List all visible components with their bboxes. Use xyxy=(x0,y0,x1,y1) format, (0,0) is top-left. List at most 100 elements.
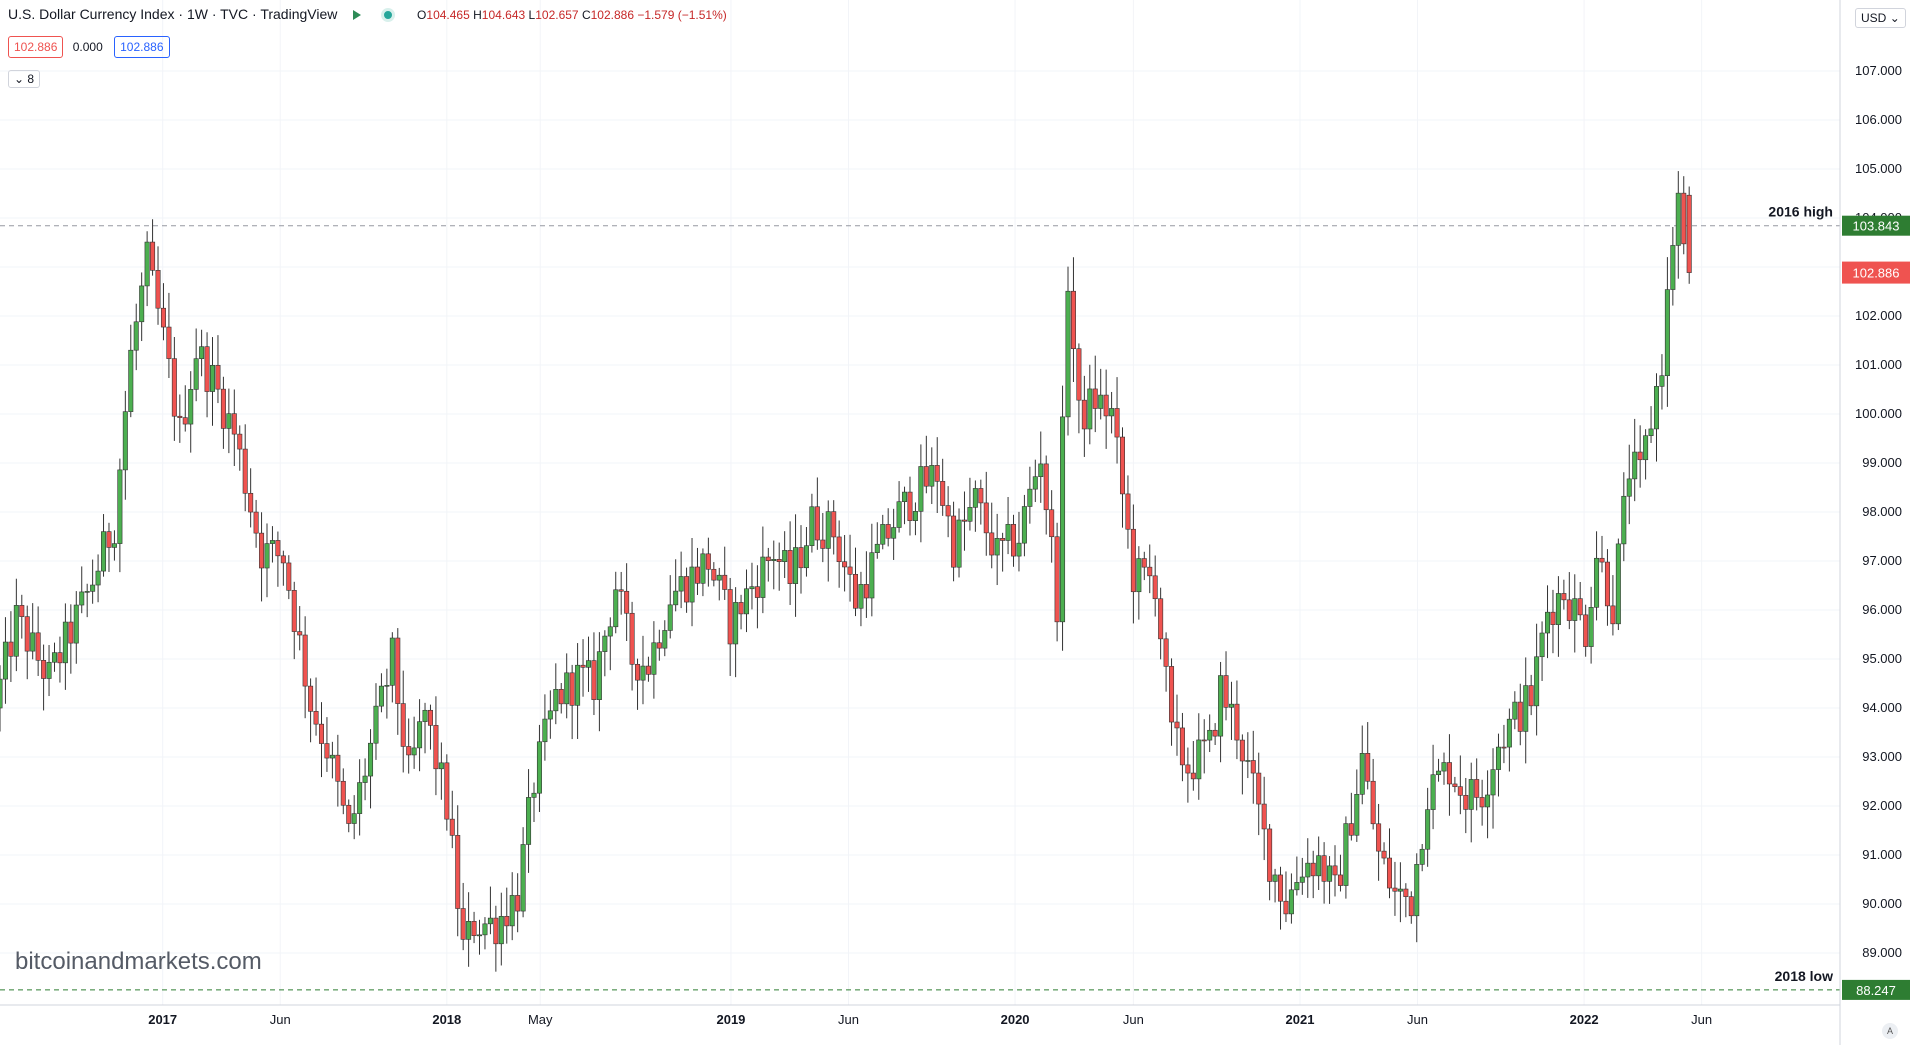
candle xyxy=(1425,787,1431,867)
candle-body xyxy=(1179,727,1185,766)
candle xyxy=(678,551,684,609)
flag-icon[interactable] xyxy=(353,10,362,21)
candle xyxy=(858,571,864,627)
candle xyxy=(1245,732,1251,779)
candle xyxy=(210,337,216,426)
candle xyxy=(760,526,766,614)
candle xyxy=(1136,546,1142,620)
candle xyxy=(880,514,886,550)
candle xyxy=(106,522,112,572)
candle-body xyxy=(1566,599,1572,621)
candle xyxy=(1190,741,1196,791)
candle xyxy=(1163,632,1169,692)
candle xyxy=(1185,747,1191,803)
price-tick-label: 99.000 xyxy=(1862,455,1902,470)
candle xyxy=(308,678,314,743)
candle xyxy=(329,741,335,779)
candle-body xyxy=(842,561,848,568)
candle xyxy=(68,604,74,674)
candle-body xyxy=(291,590,297,632)
candle xyxy=(989,502,995,569)
candle xyxy=(907,476,913,536)
candle-body xyxy=(493,917,499,945)
candle xyxy=(237,425,243,471)
candle xyxy=(1594,531,1600,621)
candle xyxy=(847,534,853,602)
candle-body xyxy=(880,524,886,545)
candle-body xyxy=(547,710,553,720)
candle xyxy=(1495,733,1501,797)
candle xyxy=(482,917,488,950)
candle xyxy=(384,668,390,719)
candle xyxy=(1512,691,1518,730)
candle-body xyxy=(1065,290,1071,418)
ask-value[interactable]: 102.886 xyxy=(114,36,170,58)
candle xyxy=(1577,581,1583,621)
candle-body xyxy=(678,576,684,592)
candle xyxy=(1419,843,1425,872)
candle-body xyxy=(422,709,428,722)
candle-body xyxy=(144,241,150,287)
candle xyxy=(1572,574,1578,653)
candle xyxy=(1283,871,1289,923)
candle-body xyxy=(362,775,368,783)
price-tick-label: 105.000 xyxy=(1855,161,1902,176)
collapse-indicators-button[interactable]: ⌄ 8 xyxy=(8,70,41,88)
candle-body xyxy=(1261,803,1267,830)
candle-body xyxy=(1011,524,1017,557)
candle-body xyxy=(951,515,957,568)
candle-body xyxy=(738,602,744,615)
candle xyxy=(368,729,374,809)
candle xyxy=(122,390,128,500)
candle xyxy=(667,575,673,639)
candle-body xyxy=(346,804,352,824)
candle-body xyxy=(760,556,766,598)
candle xyxy=(455,805,461,937)
candle-body xyxy=(1027,488,1033,507)
bid-value[interactable]: 102.886 xyxy=(8,36,64,58)
candle-body xyxy=(1637,451,1643,461)
candle-body xyxy=(1348,823,1354,836)
candle xyxy=(1452,776,1458,793)
candle xyxy=(1337,854,1343,892)
symbol-title[interactable]: U.S. Dollar Currency Index · 1W · TVC · … xyxy=(8,6,338,22)
candle-body xyxy=(885,524,891,539)
candle-body xyxy=(575,664,581,706)
candle-body xyxy=(79,591,85,606)
price-tick-label: 92.000 xyxy=(1862,798,1902,813)
price-tick-label: 93.000 xyxy=(1862,749,1902,764)
candle xyxy=(956,508,962,578)
candle xyxy=(553,663,559,725)
candle-body xyxy=(1653,386,1659,430)
candle xyxy=(651,621,657,699)
market-status-icon[interactable] xyxy=(381,8,396,23)
candle xyxy=(1643,429,1649,480)
candle-body xyxy=(1376,823,1382,852)
spread-value: 0.000 xyxy=(72,40,103,54)
candle-body xyxy=(1365,753,1371,782)
candle-body xyxy=(177,415,183,418)
candle-body xyxy=(215,365,221,390)
candle-body xyxy=(1457,786,1463,796)
candle xyxy=(57,636,63,683)
candle xyxy=(983,471,989,556)
candle xyxy=(313,677,319,736)
candle-body xyxy=(602,635,608,652)
candle-body xyxy=(542,718,548,743)
candle-body xyxy=(106,531,112,548)
currency-selector[interactable]: USD ⌄ xyxy=(1855,8,1906,28)
candle xyxy=(1316,836,1322,891)
candle-body xyxy=(1517,701,1523,732)
candle-body xyxy=(1272,874,1278,882)
time-tick-label: Jun xyxy=(1691,1012,1712,1027)
candle-body xyxy=(1577,598,1583,616)
candle xyxy=(275,531,281,587)
candle-body xyxy=(624,590,630,614)
candle xyxy=(8,611,14,682)
candle xyxy=(1305,838,1311,898)
auto-scale-button[interactable]: A xyxy=(1882,1023,1898,1039)
candle-body xyxy=(1076,348,1082,401)
candle-body xyxy=(515,895,521,912)
